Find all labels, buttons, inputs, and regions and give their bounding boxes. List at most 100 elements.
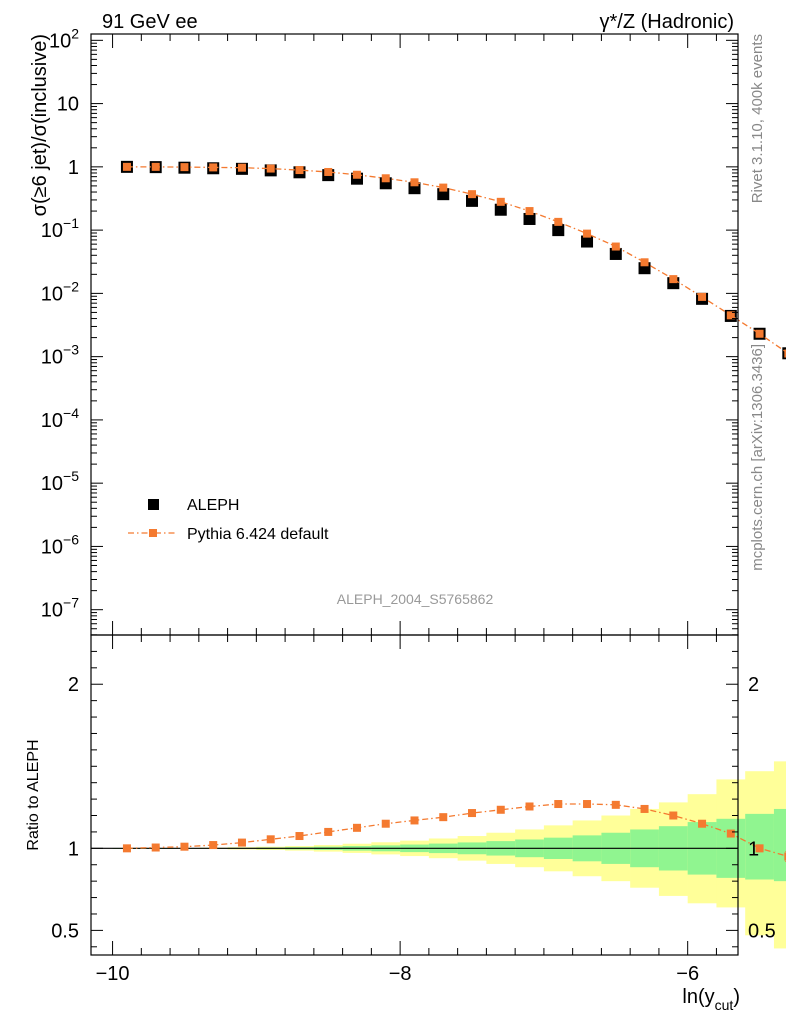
ratio-pythia-point xyxy=(439,813,448,822)
pythia-point xyxy=(352,170,361,179)
tick-base: 10 xyxy=(41,600,63,622)
main-x-ticks xyxy=(112,34,717,635)
pythia-point xyxy=(237,163,246,172)
side-label-top: Rivet 3.1.10, 400k events xyxy=(749,34,766,203)
ratio-pythia-point xyxy=(554,800,563,809)
pythia-point xyxy=(324,167,333,176)
pythia-point xyxy=(122,162,131,171)
ratio-plot-area xyxy=(122,800,786,862)
ratio-pythia-point xyxy=(381,819,390,828)
pythia-point xyxy=(726,311,735,320)
ratio-y-tick-label-right: 2 xyxy=(748,674,759,696)
main-plot-area xyxy=(120,160,786,360)
main-y-axis-label: σ(≥6 jet)/σ(inclusive) xyxy=(29,34,51,216)
tick-exponent: −3 xyxy=(63,342,79,358)
ratio-pythia-point xyxy=(726,829,735,838)
ratio-pythia-point xyxy=(496,805,505,814)
x-tick-label: −6 xyxy=(676,963,699,985)
tick-base: 10 xyxy=(41,473,63,495)
ratio-pythia-point xyxy=(122,844,131,853)
ratio-y-axis: 0.5 0.5 1 1 2 2 xyxy=(51,634,776,948)
pythia-point xyxy=(698,292,707,301)
header-left: 91 GeV ee xyxy=(102,11,198,33)
main-y-tick-label: 102 xyxy=(49,25,79,52)
ratio-uncertainty-bands xyxy=(112,761,786,949)
main-y-tick-label: 10−4 xyxy=(41,405,79,432)
xlabel-close: ) xyxy=(733,986,740,1008)
ratio-pythia-point xyxy=(640,804,649,813)
tick-base: 10 xyxy=(41,283,63,305)
pythia-point xyxy=(209,163,218,172)
pythia-point xyxy=(496,197,505,206)
pythia-point xyxy=(554,217,563,226)
pythia-point xyxy=(439,183,448,192)
ylabel-ge: ≥ xyxy=(29,186,51,197)
pythia-line xyxy=(126,166,786,353)
main-y-tick-label: 10−1 xyxy=(41,215,79,242)
x-tick-label: −10 xyxy=(96,963,130,985)
header-right: γ*/Z (Hadronic) xyxy=(600,11,734,33)
pythia-point xyxy=(468,190,477,199)
ratio-y-tick-label: 1 xyxy=(68,838,79,860)
legend-label-aleph: ALEPH xyxy=(187,497,239,514)
ratio-pythia-point xyxy=(583,800,592,809)
ratio-pythia-point xyxy=(295,832,304,841)
pythia-point xyxy=(784,349,786,358)
ratio-pythia-point xyxy=(180,842,189,851)
ylabel-pre: σ( xyxy=(29,197,51,216)
ratio-y-axis-label: Ratio to ALEPH xyxy=(25,739,42,850)
aleph-point xyxy=(609,247,622,260)
tick-base: 1 xyxy=(68,157,79,179)
tick-base: 10 xyxy=(41,220,63,242)
ratio-pythia-point xyxy=(237,838,246,847)
tick-exponent: −2 xyxy=(63,278,79,294)
tick-exponent: −5 xyxy=(63,468,79,484)
aleph-point xyxy=(552,224,565,237)
x-axis-label: ln(ycut) xyxy=(682,986,740,1013)
ratio-pythia-point xyxy=(468,809,477,818)
pythia-point xyxy=(525,207,534,216)
pythia-point xyxy=(755,329,764,338)
ratio-y-tick-label-right: 0.5 xyxy=(748,920,776,942)
tick-exponent: −4 xyxy=(63,405,79,421)
legend-marker-pythia xyxy=(149,529,157,537)
main-y-tick-label: 1 xyxy=(68,157,79,179)
tick-base: 10 xyxy=(41,410,63,432)
legend-marker-aleph xyxy=(148,499,159,510)
x-axis: −10 −8 −6 xyxy=(96,635,717,985)
pythia-point xyxy=(669,275,678,284)
ratio-pythia-point xyxy=(784,852,786,861)
ratio-y-tick-label: 2 xyxy=(68,674,79,696)
tick-exponent: −1 xyxy=(63,215,79,231)
pythia-point xyxy=(266,164,275,173)
xlabel-sub: cut xyxy=(715,997,734,1013)
ratio-pythia-point xyxy=(151,843,160,852)
tick-exponent: −7 xyxy=(63,595,79,611)
ratio-pythia-point xyxy=(324,827,333,836)
ratio-y-tick-label-right: 1 xyxy=(748,838,759,860)
legend: ALEPH Pythia 6.424 default xyxy=(128,497,329,543)
ratio-pythia-point xyxy=(266,835,275,844)
ratio-pythia-point xyxy=(352,823,361,832)
ratio-pythia-point xyxy=(669,811,678,820)
ratio-pythia-point xyxy=(209,841,218,850)
main-y-tick-label: 10−6 xyxy=(41,531,79,558)
band-inner xyxy=(773,808,786,882)
pythia-point xyxy=(381,174,390,183)
ratio-frame xyxy=(90,634,739,956)
aleph-point xyxy=(581,235,594,248)
ratio-pythia-point xyxy=(755,844,764,853)
ratio-pythia-point xyxy=(525,802,534,811)
main-y-tick-label: 10−3 xyxy=(41,342,79,369)
pythia-point xyxy=(151,162,160,171)
pythia-point xyxy=(611,242,620,251)
tick-exponent: 2 xyxy=(71,25,79,41)
side-label-bottom: mcplots.cern.ch [arXiv:1306.3436] xyxy=(749,344,766,571)
tick-exponent: −6 xyxy=(63,531,79,547)
xlabel-main: ln(y xyxy=(682,986,714,1008)
tick-base: 10 xyxy=(57,94,79,116)
aleph-point xyxy=(523,212,536,225)
